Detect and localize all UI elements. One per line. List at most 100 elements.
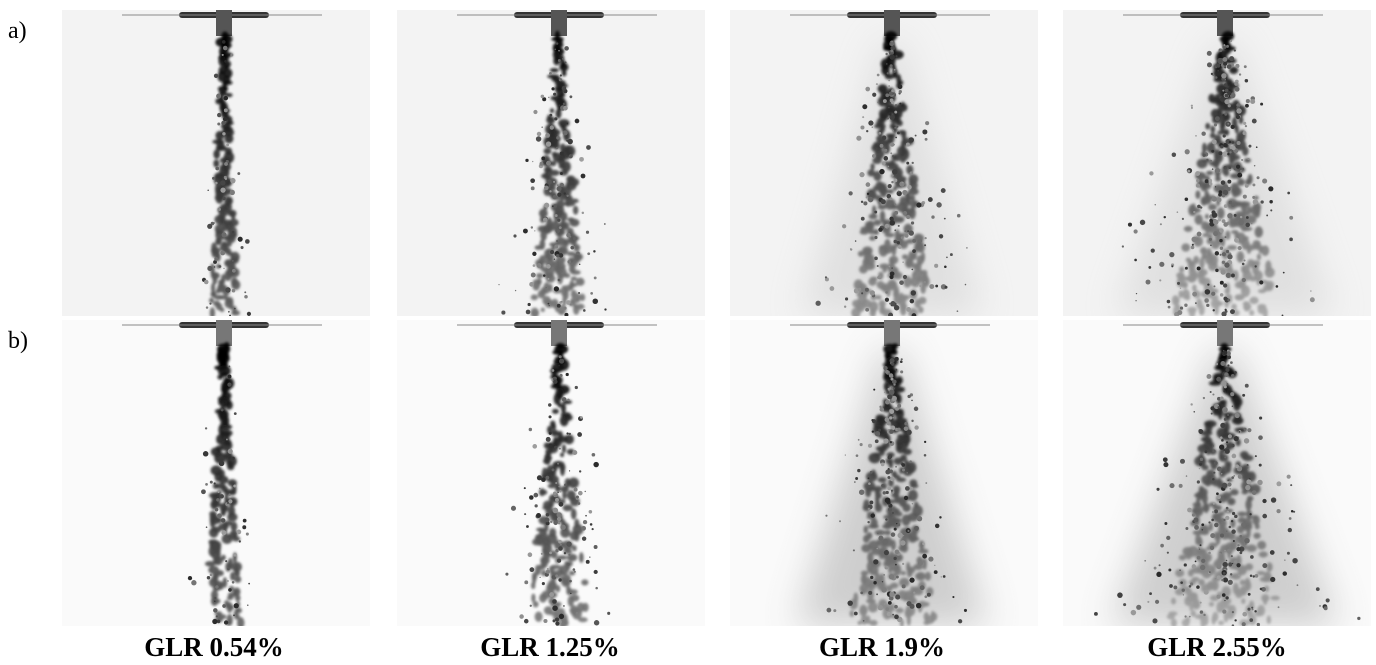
droplet [889, 591, 895, 598]
ligament [1257, 540, 1267, 550]
droplet [854, 481, 856, 483]
droplet [884, 148, 888, 153]
droplet [579, 263, 581, 265]
ligament [1254, 523, 1260, 530]
droplet [888, 389, 895, 395]
droplet [867, 443, 873, 448]
droplet [1239, 215, 1243, 219]
droplet [874, 235, 878, 240]
droplet [556, 184, 559, 187]
droplet [549, 592, 555, 598]
ligament [1193, 255, 1200, 265]
droplet [222, 45, 228, 51]
ligament [902, 448, 912, 456]
ligament [883, 523, 892, 530]
droplet [1251, 118, 1257, 124]
droplet [575, 495, 579, 499]
droplet [530, 178, 536, 184]
ligament [532, 574, 537, 585]
droplet [889, 416, 893, 420]
ligament [865, 615, 871, 625]
droplet [1241, 522, 1246, 528]
ligament [231, 267, 240, 278]
droplet [1226, 89, 1229, 92]
droplet [1251, 608, 1254, 611]
ligament [231, 310, 241, 316]
droplet [1230, 124, 1235, 130]
droplet [1212, 477, 1215, 481]
droplet [1176, 211, 1179, 213]
droplet [1212, 502, 1216, 505]
droplet [884, 417, 890, 423]
droplet [205, 483, 208, 486]
droplet [1233, 213, 1237, 217]
droplet [558, 355, 562, 359]
droplet [1206, 62, 1212, 68]
ligament [922, 557, 927, 570]
droplet [874, 256, 878, 261]
droplet [1224, 47, 1226, 49]
droplet [919, 585, 925, 591]
droplet [883, 550, 890, 556]
droplet [1148, 266, 1152, 269]
droplet [1223, 283, 1228, 288]
droplet [1232, 540, 1235, 543]
droplet [1208, 571, 1211, 573]
droplet [1204, 298, 1209, 303]
droplet [1254, 610, 1257, 613]
droplet [581, 211, 585, 215]
droplet [891, 180, 894, 184]
droplet [936, 202, 942, 208]
droplet [908, 230, 914, 236]
ligament [1175, 569, 1185, 578]
droplet [558, 613, 565, 619]
droplet [1214, 578, 1216, 580]
droplet [557, 491, 559, 494]
ligament [1264, 267, 1275, 278]
droplet [889, 274, 894, 280]
droplet [559, 373, 563, 378]
droplet [1241, 167, 1245, 171]
ligament [1236, 525, 1245, 534]
droplet [1152, 618, 1158, 624]
droplet [893, 383, 896, 386]
droplet [553, 520, 558, 526]
ligament [1202, 142, 1207, 154]
droplet [894, 110, 898, 114]
droplet [216, 498, 220, 502]
ligament [209, 518, 216, 528]
droplet [592, 298, 599, 305]
droplet [215, 585, 219, 589]
droplet [559, 301, 562, 304]
droplet [1239, 169, 1243, 173]
ligament [549, 169, 560, 177]
droplet [869, 290, 875, 296]
droplet [1247, 468, 1250, 471]
droplet [1144, 559, 1147, 562]
droplet [566, 432, 569, 435]
droplet [879, 405, 882, 409]
droplet [888, 106, 890, 109]
droplet [224, 162, 228, 166]
droplet [229, 522, 233, 525]
ligament [534, 611, 543, 622]
droplet [248, 582, 250, 585]
droplet [1236, 108, 1242, 114]
droplet [1176, 281, 1181, 285]
droplet [933, 570, 938, 575]
droplet [1238, 431, 1241, 433]
ligament [215, 130, 225, 141]
droplet [245, 239, 250, 244]
droplet [1177, 310, 1183, 316]
droplet [1216, 63, 1221, 68]
ligament [1266, 562, 1273, 572]
droplet [1199, 610, 1204, 614]
droplet [1222, 114, 1225, 117]
droplet [1213, 471, 1216, 474]
droplet [1235, 63, 1240, 68]
droplet [890, 532, 896, 537]
droplet [529, 604, 532, 607]
droplet [1198, 429, 1204, 435]
ligament [906, 568, 913, 578]
ligament [859, 229, 869, 235]
